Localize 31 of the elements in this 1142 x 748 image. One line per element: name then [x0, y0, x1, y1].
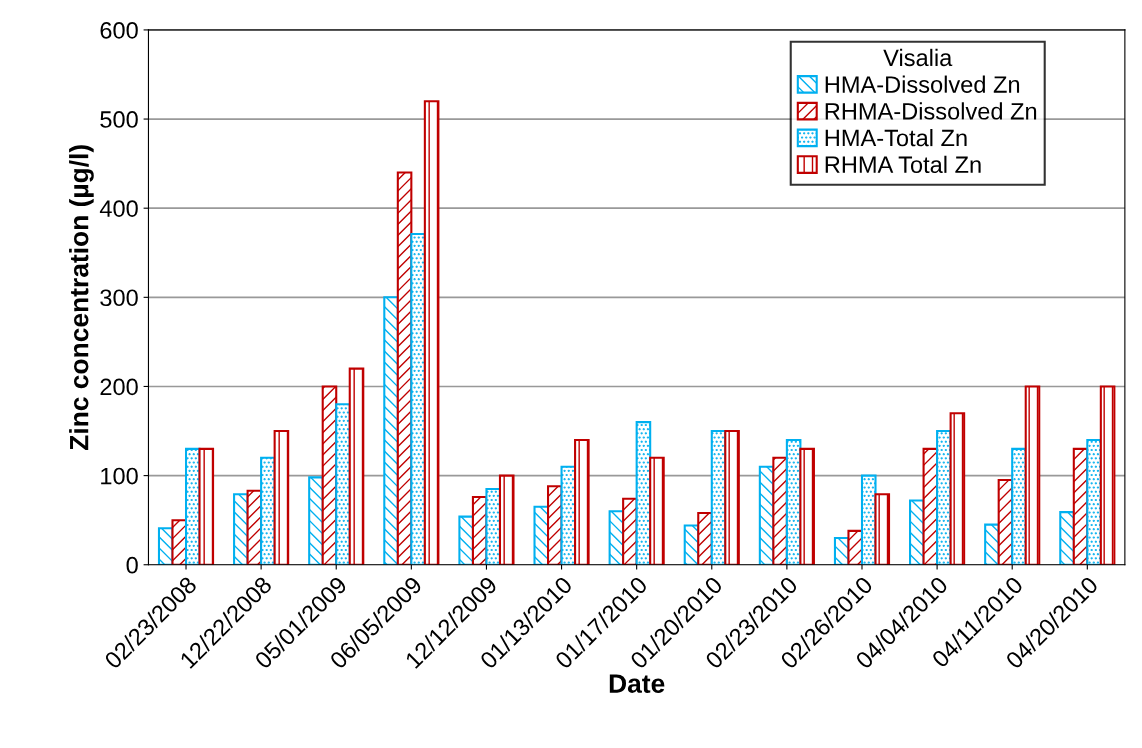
- y-tick-label: 0: [126, 556, 138, 574]
- bar: [1099, 385, 1116, 565]
- bar: [198, 447, 215, 565]
- bar: [724, 430, 740, 565]
- legend-label: HMA-Dissolved Zn: [825, 75, 1020, 93]
- y-tick-label: 600: [100, 21, 138, 39]
- bar: [874, 493, 891, 565]
- y-tick-label: 400: [99, 200, 138, 217]
- y-tick-label: 100: [101, 467, 138, 485]
- legend-label: RHMA-Dissolved Zn: [825, 102, 1037, 120]
- bar: [799, 447, 815, 565]
- legend-title: Visalia: [883, 48, 953, 67]
- bar: [335, 403, 351, 565]
- bar: [348, 367, 365, 565]
- bar: [949, 412, 966, 565]
- bar: [410, 233, 426, 565]
- bar: [1024, 385, 1041, 565]
- bar: [383, 296, 399, 565]
- bar: [649, 456, 665, 565]
- bar: [273, 430, 290, 565]
- legend-label: HMA-Total Zn: [825, 129, 967, 147]
- bar: [498, 474, 515, 565]
- bar: [423, 100, 440, 565]
- x-axis-title: Date: [609, 674, 665, 693]
- y-tick-label: 500: [100, 111, 138, 128]
- bar: [308, 476, 324, 565]
- legend-label: RHMA Total Zn: [825, 155, 981, 174]
- y-tick-label: 300: [100, 289, 138, 307]
- y-axis-title: Zinc concentration (µg/l): [69, 145, 94, 451]
- y-tick-label: 200: [100, 378, 138, 396]
- bar: [574, 438, 590, 565]
